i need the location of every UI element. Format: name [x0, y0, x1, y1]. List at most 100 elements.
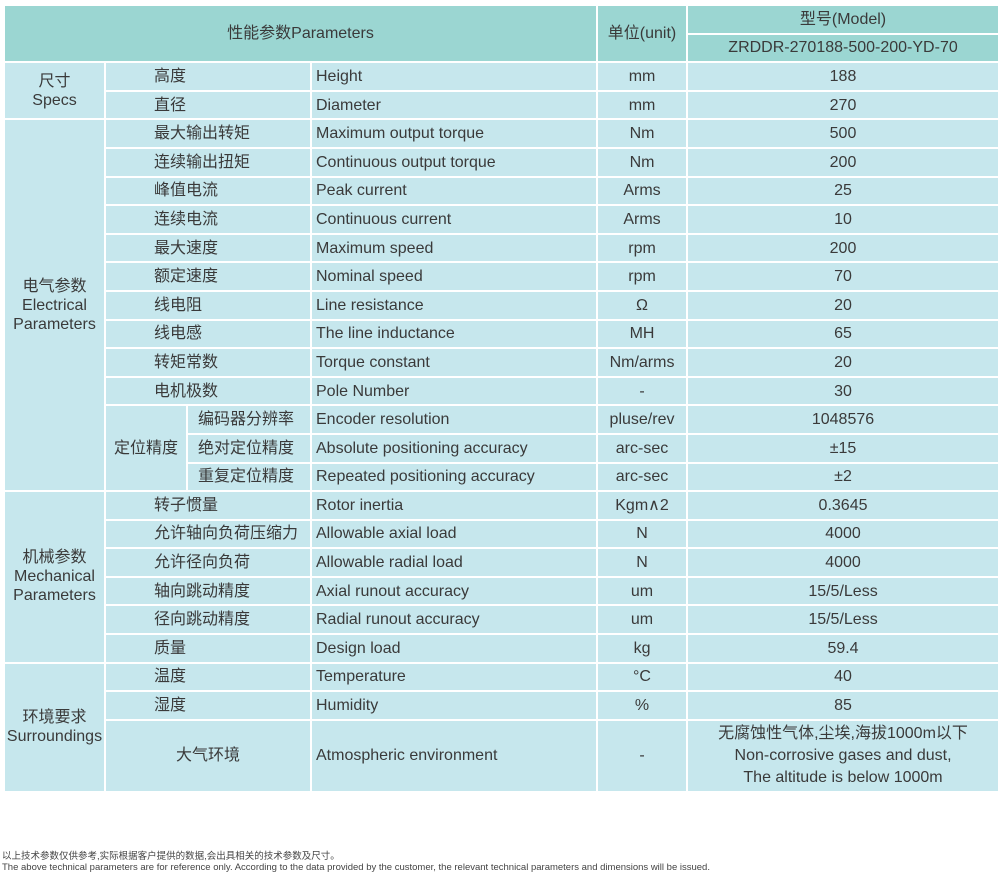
param-value: 188 — [686, 61, 1000, 92]
header-model-label: 型号(Model) — [686, 4, 1000, 35]
param-name-en: Pole Number — [309, 375, 599, 407]
param-name-en: Absolute positioning accuracy — [309, 432, 599, 464]
param-unit: °C — [596, 661, 689, 693]
table-row: 湿度 Humidity% 85 — [4, 690, 1000, 721]
table-row: 额定速度 Nominal speed rpm 70 — [4, 261, 1000, 292]
table-row: 连续电流 Continuous current Arms 10 — [4, 204, 1000, 235]
param-name-en: Atmospheric environment — [309, 718, 599, 793]
table-row: 重复定位精度 Repeated positioning accuracy arc-s… — [4, 461, 1000, 493]
table-row: 电气参数 Electrical Parameters 最大输出转矩 Maximum … — [3, 118, 1000, 493]
param-unit: N — [596, 547, 689, 578]
param-name-en: Continuous current — [309, 204, 599, 235]
param-unit: Kgm∧2 — [596, 490, 689, 521]
param-value: 40 — [686, 661, 1000, 693]
table-row: 绝对定位精度 Absolute positioning accuracy arc-s… — [4, 432, 1000, 464]
param-name-cn: 湿度 — [104, 690, 312, 721]
param-value: 59.4 — [686, 633, 1000, 664]
param-unit: arc-sec — [596, 432, 689, 464]
table-row: 大气环境 Atmospheric environment - 无腐蚀性气体,尘埃,海拔… — [4, 718, 1000, 793]
param-value: 85 — [686, 690, 1000, 721]
table-row: 径向跳动精度 Radial runout accuracy um 15/5/Less — [4, 604, 1000, 636]
table-row: 转矩常数 Torque constant Nm/arms 20 — [4, 347, 1000, 378]
param-unit: - — [596, 718, 689, 793]
param-name-cn: 径向跳动精度 — [104, 604, 312, 636]
param-unit: pluse/rev — [596, 404, 689, 435]
param-unit: mm — [596, 89, 689, 121]
param-name-cn: 编码器分辨率 — [186, 404, 312, 435]
header-unit: 单位(unit) — [596, 3, 689, 64]
param-unit: arc-sec — [596, 461, 689, 493]
header-model: ZRDDR-270188-500-200-YD-70 — [686, 32, 1000, 64]
param-name-cn: 线电感 — [104, 318, 312, 350]
param-unit: rpm — [596, 232, 689, 264]
table-row: 电机极数 Pole Number -30 — [4, 375, 1000, 407]
param-name-en: Repeated positioning accuracy — [309, 461, 599, 493]
param-value: 0.3645 — [686, 490, 1000, 521]
param-unit: Nm — [596, 146, 689, 178]
param-name-en: Line resistance — [309, 289, 599, 321]
param-value: 30 — [686, 375, 1000, 407]
table-row: 允许径向负荷 Allowable radial load N 4000 — [4, 547, 1000, 578]
param-name-en: Height — [309, 61, 599, 92]
param-name-cn: 额定速度 — [104, 261, 312, 292]
group-surroundings: 环境要求 Surroundings — [3, 661, 106, 793]
param-value: 200 — [686, 232, 1000, 264]
param-value: ±15 — [686, 432, 1000, 464]
param-name-en: Allowable axial load — [309, 518, 599, 550]
param-name-en: Diameter — [309, 89, 599, 121]
table-row: 轴向跳动精度 Axial runout accuracy um 15/5/Less — [4, 575, 1000, 607]
table-row: 尺寸 Specs 高度 Height mm 188 — [3, 61, 1000, 121]
param-value: 10 — [686, 204, 1000, 235]
param-name-en: Peak current — [309, 175, 599, 207]
param-name-cn: 电机极数 — [104, 375, 312, 407]
table-row: 环境要求 Surroundings 温度 Temperature °C 40 — [3, 661, 1000, 793]
table-row: 线电感 The line inductance MH 65 — [4, 318, 1000, 350]
param-value: ±2 — [686, 461, 1000, 493]
param-name-cn: 线电阻 — [104, 289, 312, 321]
param-unit: um — [596, 575, 689, 607]
param-name-en: Allowable radial load — [309, 547, 599, 578]
param-name-cn: 高度 — [104, 61, 312, 92]
param-name-en: Encoder resolution — [309, 404, 599, 435]
param-value: 65 — [686, 318, 1000, 350]
param-value: 20 — [686, 289, 1000, 321]
param-unit: rpm — [596, 261, 689, 292]
param-unit: Nm/arms — [596, 347, 689, 378]
param-name-en: The line inductance — [309, 318, 599, 350]
table-row: 定位精度 编码器分辨率 Encoder resolution pluse/rev 104… — [4, 404, 1000, 493]
table-row: 线电阻 Line resistance Ω 20 — [4, 289, 1000, 321]
param-name-en: Design load — [309, 633, 599, 664]
param-value: 500 — [686, 118, 1000, 149]
param-unit: Arms — [596, 175, 689, 207]
param-value: 1048576 — [686, 404, 1000, 435]
param-name-cn: 允许轴向负荷压缩力 — [104, 518, 312, 550]
param-name-en: Humidity — [309, 690, 599, 721]
param-name-cn: 最大输出转矩 — [104, 118, 312, 149]
footer-note-cn: 以上技术参数仅供参考,实际根据客户提供的数据,会出具相关的技术参数及尺寸。 — [2, 851, 340, 862]
param-value: 25 — [686, 175, 1000, 207]
param-value: 4000 — [686, 518, 1000, 550]
param-name-cn: 温度 — [104, 661, 312, 693]
param-unit: % — [596, 690, 689, 721]
group-mechanical: 机械参数 Mechanical Parameters — [3, 490, 106, 664]
param-unit: - — [596, 375, 689, 407]
group-specs: 尺寸 Specs — [3, 61, 106, 121]
param-unit: um — [596, 604, 689, 636]
param-unit: kg — [596, 633, 689, 664]
table-row: 质量 Design load kg 59.4 — [4, 633, 1000, 664]
param-name-en: Radial runout accuracy — [309, 604, 599, 636]
param-value: 20 — [686, 347, 1000, 378]
param-name-cn: 绝对定位精度 — [186, 432, 312, 464]
param-unit: MH — [596, 318, 689, 350]
param-name-cn: 连续输出扭矩 — [104, 146, 312, 178]
group-electrical: 电气参数 Electrical Parameters — [3, 118, 106, 493]
param-unit: mm — [596, 61, 689, 92]
param-name-cn: 允许径向负荷 — [104, 547, 312, 578]
param-name-cn: 直径 — [104, 89, 312, 121]
param-unit: Arms — [596, 204, 689, 235]
param-name-cn: 峰值电流 — [104, 175, 312, 207]
param-name-cn: 转矩常数 — [104, 347, 312, 378]
group-positioning: 定位精度 — [104, 404, 188, 493]
table-row: 峰值电流 Peak current Arms 25 — [4, 175, 1000, 207]
param-name-en: Rotor inertia — [309, 490, 599, 521]
